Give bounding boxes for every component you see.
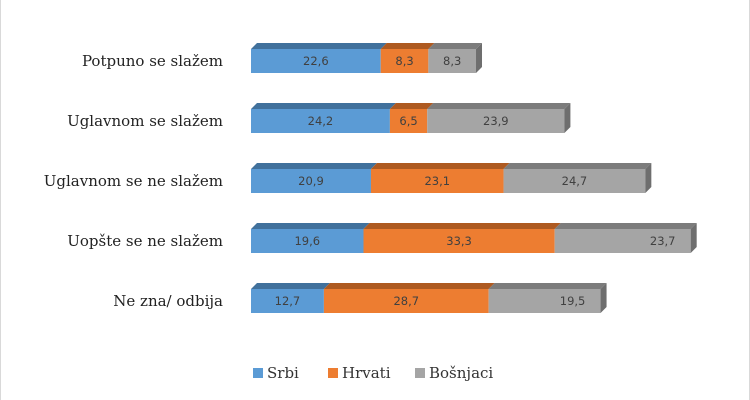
category-label: Potpuno se slažem xyxy=(82,52,223,70)
legend-label: Srbi xyxy=(267,364,299,382)
data-label: 23,1 xyxy=(424,174,450,188)
bar-top-bošnjaci xyxy=(503,163,652,169)
bar-side xyxy=(645,163,652,193)
bar-segment-hrvati xyxy=(380,49,429,73)
data-label: 28,7 xyxy=(393,294,419,308)
data-label: 23,7 xyxy=(650,234,676,248)
bar-top-bošnjaci xyxy=(427,103,571,109)
bar-segment-srbi xyxy=(251,49,381,73)
bar-segment-srbi xyxy=(251,229,364,253)
bar-top-hrvati xyxy=(389,103,434,109)
bar-segment-bošnjaci xyxy=(554,229,691,253)
data-label: 24,2 xyxy=(308,114,334,128)
bar-side xyxy=(600,283,607,313)
bar-segment-bošnjaci xyxy=(428,49,477,73)
bar-top-srbi xyxy=(251,283,330,289)
bar-top-bošnjaci xyxy=(554,223,697,229)
legend-swatch-srbi xyxy=(253,368,263,378)
data-label: 19,6 xyxy=(294,234,320,248)
bar-segment-hrvati xyxy=(389,109,428,133)
bar-segment-srbi xyxy=(251,169,371,193)
data-label: 8,3 xyxy=(395,54,413,68)
data-label: 19,5 xyxy=(560,294,586,308)
category-label: Uopšte se ne slažem xyxy=(67,232,223,250)
bar-segment-hrvati xyxy=(323,289,489,313)
data-label: 23,9 xyxy=(483,114,509,128)
bar-top-srbi xyxy=(251,223,370,229)
bar-top-bošnjaci xyxy=(428,43,483,49)
category-label: Uglavnom se ne slažem xyxy=(44,172,223,190)
bar-segment-bošnjaci xyxy=(427,109,565,133)
bar-top-bošnjaci xyxy=(488,283,607,289)
bar-side xyxy=(690,223,697,253)
bar-segment-hrvati xyxy=(363,229,555,253)
data-label: 20,9 xyxy=(298,174,324,188)
bar-segment-hrvati xyxy=(370,169,504,193)
data-label: 6,5 xyxy=(399,114,417,128)
bar-side xyxy=(564,103,571,133)
data-label: 24,7 xyxy=(562,174,588,188)
bar-top-hrvati xyxy=(370,163,510,169)
legend-label: Bošnjaci xyxy=(429,364,493,382)
data-label: 22,6 xyxy=(303,54,329,68)
bar-segment-srbi xyxy=(251,289,324,313)
data-label: 33,3 xyxy=(446,234,472,248)
bar-top-hrvati xyxy=(323,283,495,289)
bar-segment-srbi xyxy=(251,109,390,133)
data-label: 8,3 xyxy=(443,54,461,68)
bar-top-srbi xyxy=(251,163,377,169)
legend-swatch-hrvati xyxy=(328,368,338,378)
category-label: Uglavnom se slažem xyxy=(67,112,223,130)
legend-label: Hrvati xyxy=(342,364,391,382)
data-label: 12,7 xyxy=(275,294,301,308)
bar-top-hrvati xyxy=(380,43,435,49)
bar-side xyxy=(476,43,483,73)
bar-segment-bošnjaci xyxy=(503,169,646,193)
bar-top-srbi xyxy=(251,43,387,49)
bar-segment-bošnjaci xyxy=(488,289,601,313)
bar-top-srbi xyxy=(251,103,396,109)
category-label: Ne zna/ odbija xyxy=(113,292,223,310)
bar-top-hrvati xyxy=(363,223,561,229)
legend-swatch-bošnjaci xyxy=(415,368,425,378)
